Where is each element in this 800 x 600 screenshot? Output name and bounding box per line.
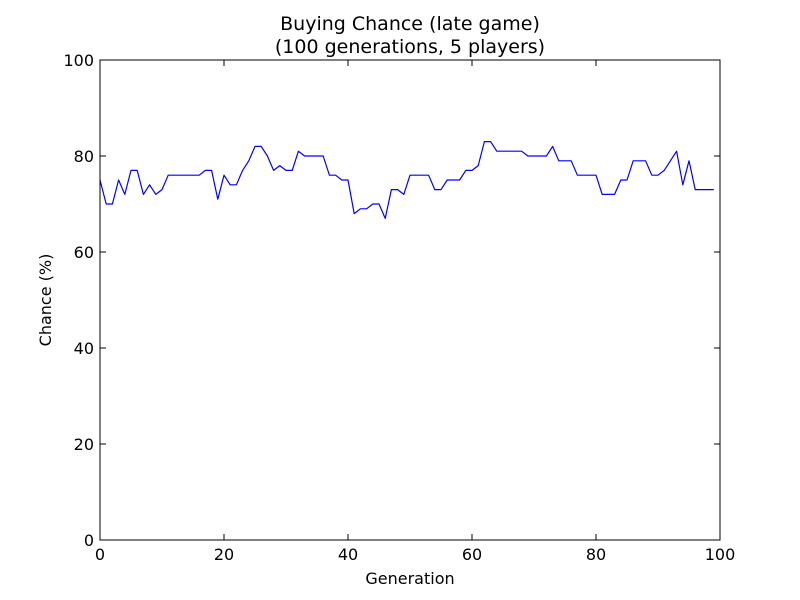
x-tick-label: 20 xyxy=(214,545,234,564)
y-tick-label: 20 xyxy=(74,435,94,454)
y-tick-label: 100 xyxy=(63,51,94,70)
x-tick-label: 40 xyxy=(338,545,358,564)
x-axis: 0 20 40 60 80 100 xyxy=(95,60,735,564)
x-axis-title: Generation xyxy=(365,569,454,588)
x-tick-label: 60 xyxy=(462,545,482,564)
y-tick-label: 80 xyxy=(74,147,94,166)
chart-title-line-2: (100 generations, 5 players) xyxy=(275,36,545,58)
chart-title-line-1: Buying Chance (late game) xyxy=(280,13,540,35)
series-line-0 xyxy=(99,141,714,219)
x-tick-label: 0 xyxy=(95,545,105,564)
plot-frame xyxy=(99,59,721,541)
y-tick-label: 40 xyxy=(74,339,94,358)
plot-area xyxy=(99,141,714,219)
y-axis: 0 20 40 60 80 100 xyxy=(63,51,720,550)
y-tick-label: 0 xyxy=(84,531,94,550)
y-tick-label: 60 xyxy=(74,243,94,262)
x-tick-label: 80 xyxy=(586,545,606,564)
x-tick-label: 100 xyxy=(705,545,736,564)
y-axis-title: Chance (%) xyxy=(36,254,55,347)
